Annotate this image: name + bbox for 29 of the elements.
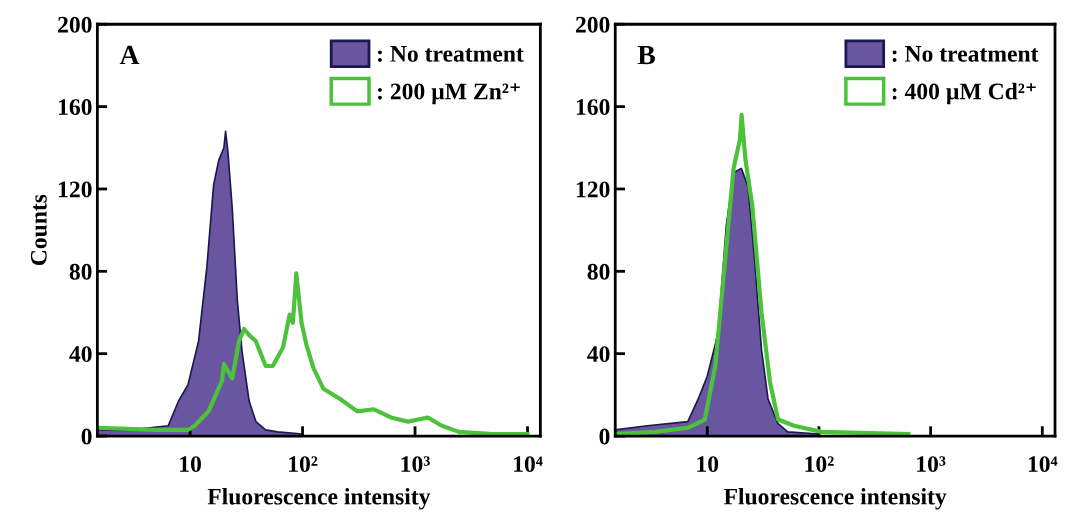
y-tick-label: 80 [69, 263, 92, 280]
y-tick-label: 120 [576, 181, 610, 198]
y-tick-label: 200 [575, 16, 610, 33]
x-axis-title: Fluorescence intensity [723, 487, 947, 510]
text: B [637, 45, 655, 65]
x-tick-label: 10⁴ [1028, 456, 1058, 473]
y-tick-label: 0 [81, 428, 92, 445]
x-tick-label: 10³ [401, 456, 430, 473]
y-tick-label: 120 [58, 181, 92, 198]
x-tick-label: 10² [805, 456, 834, 473]
y-tick-label: 160 [58, 99, 92, 116]
legend-label: : No treatment [892, 46, 1039, 62]
x-tick-label: 10⁴ [514, 456, 543, 473]
legend-label: : No treatment [378, 46, 524, 62]
x-tick-label: 10² [289, 456, 318, 473]
legend-label: : 200 µM Zn²⁺ [378, 83, 520, 105]
y-axis-title: Counts [30, 194, 47, 266]
y-tick-label: 0 [599, 428, 610, 445]
y-tick-label: 160 [576, 99, 610, 116]
x-tick-label: 10³ [917, 456, 946, 473]
x-tick-label: 10 [697, 456, 719, 473]
x-axis-title: Fluorescence intensity [207, 487, 431, 510]
y-tick-label: 40 [69, 346, 92, 363]
text: A [119, 45, 140, 65]
legend-label: : 400 µM Cd²⁺ [892, 82, 1036, 105]
x-tick-label: 10 [180, 456, 201, 473]
y-tick-label: 200 [58, 16, 92, 33]
y-tick-label: 80 [587, 263, 610, 280]
y-tick-label: 40 [587, 346, 610, 363]
